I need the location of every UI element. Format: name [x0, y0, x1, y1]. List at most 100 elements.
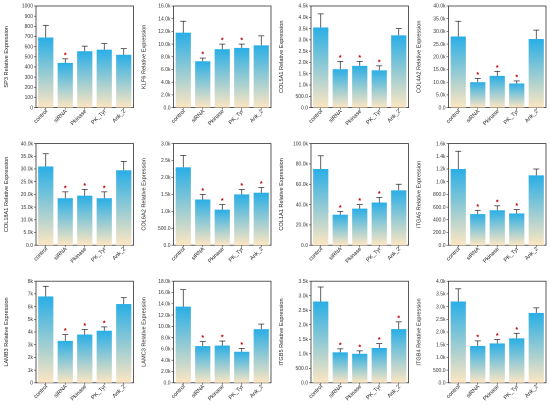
x-tick-label: PK_Tyr: [503, 109, 520, 126]
y-tick-label: 900: [25, 14, 34, 20]
x-tick-label: control: [33, 384, 49, 400]
y-tick-label: 10.0k: [158, 324, 171, 330]
x-tick-label: Pkinase: [207, 109, 225, 127]
x-tick-label: Pkinase: [345, 109, 363, 127]
x-tick-label: Ank_2: [112, 384, 127, 399]
bar-siRNA: [57, 62, 73, 108]
y-tick-label: 3.0k: [161, 141, 171, 147]
chart-panel-6: 0.0 500.0 1.0k 1.5k 2.0k 2.5k 3.0k COL6A2 Relat…: [142, 141, 272, 265]
y-tick-label: 0.0: [164, 105, 171, 111]
x-tick-label: Ank_2: [524, 384, 539, 399]
y-tick-label: 1.0k: [436, 179, 446, 185]
chart-panel-4: 0.0 5.0k 10.0k 15.0k 20.0k 25.0k 30.0k 35.0k 40.…: [417, 4, 547, 127]
x-tick-label: Pkinase: [70, 109, 88, 127]
bar-Ank_2: [253, 45, 269, 108]
x-tick-label: Pkinase: [207, 246, 225, 264]
y-axis-label: LAMC3 Relative Expression: [142, 297, 148, 367]
chart-panel-7: 0.0 20.0k 40.0k 60.0k 80.0k 100.0k COL1A1 Rela…: [279, 141, 409, 265]
significance-star: *: [64, 185, 67, 192]
bar-siRNA: [195, 61, 211, 108]
bar-Pkinase: [77, 51, 93, 108]
y-tick-label: 15.0k: [433, 67, 446, 73]
significance-star: *: [515, 203, 518, 210]
y-tick-label: 800: [25, 24, 34, 30]
x-tick-label: Ank_2: [249, 109, 264, 124]
x-tick-label: Pkinase: [345, 246, 363, 264]
significance-star: *: [358, 344, 361, 351]
chart-panel-8: 0.0 200.0 400.0 600.0 800.0 1.0k 1.2k 1.4k 1.6k I…: [417, 141, 547, 265]
y-tick-label: 25.0k: [21, 179, 34, 185]
chart-panel-3: 0.0 500.0 1.0k 1.5k 2.0k 2.5k 3.0k 3.5k 4.0k 4.5k…: [279, 4, 409, 127]
y-tick-label: 15.0k: [21, 205, 34, 211]
y-axis-label: COL4A2 Relative Expression: [417, 21, 423, 93]
bar-Ank_2: [528, 312, 544, 383]
y-tick-label: 1.0k: [299, 83, 309, 89]
significance-star: *: [201, 188, 204, 195]
bar-PK_Tyr: [96, 49, 112, 108]
significance-star: *: [378, 337, 381, 344]
y-tick-label: 400.0: [433, 218, 446, 224]
significance-star: *: [240, 38, 243, 45]
bar-control: [450, 169, 466, 246]
y-tick-label: 100.0k: [293, 141, 309, 147]
y-tick-label: 1.5k: [161, 192, 171, 198]
y-axis-label: ITGB5 Relative Expression: [279, 298, 285, 365]
y-axis-label: ITGA5 Relative Expression: [417, 161, 423, 228]
y-tick-label: 35.0k: [433, 16, 446, 22]
chart-panel-2: 0.0 2.0k 4.0k 6.0k 8.0k 10.0k 12.0k 14.0k 16.0k K…: [142, 4, 272, 127]
y-tick-label: 8.0k: [161, 335, 171, 341]
chart-panel-9: 0 1k 2k 3k 4k 5k 6k 7k 8k LAMB3 Relative Expressi…: [4, 279, 134, 402]
y-tick-label: 20.0k: [21, 192, 34, 198]
y-tick-label: 14.0k: [158, 16, 171, 22]
bar-Pkinase: [352, 208, 368, 246]
chart-panel-1: 0 100 200 300 400 500 600 700 800 900 1000 SP3 Rela…: [4, 4, 134, 127]
y-tick-label: 1.0k: [436, 355, 446, 361]
y-tick-label: 7k: [28, 292, 34, 298]
chart-panel-11: 0.0 500.0 1.0k 1.5k 2.0k 2.5k 3.0k 3.5k ITGB5 Re…: [279, 279, 409, 402]
significance-star: *: [358, 55, 361, 62]
significance-star: *: [476, 72, 479, 79]
y-tick-label: 2k: [28, 355, 34, 361]
y-tick-label: 1.0k: [299, 351, 309, 357]
x-tick-label: Pkinase: [345, 384, 363, 402]
bar-siRNA: [57, 198, 73, 246]
y-tick-label: 0.0: [439, 105, 446, 111]
bar-Pkinase: [77, 195, 93, 246]
y-tick-label: 16.0k: [158, 290, 171, 296]
bar-control: [175, 167, 191, 246]
significance-star: *: [221, 335, 224, 342]
x-tick-label: siRNA: [328, 246, 344, 262]
y-tick-label: 2.0k: [299, 60, 309, 66]
y-tick-label: 0.0: [164, 381, 171, 387]
y-tick-label: 25.0k: [433, 42, 446, 48]
y-tick-label: 1.2k: [436, 167, 446, 173]
significance-star: *: [496, 199, 499, 206]
y-tick-label: 30.0k: [21, 167, 34, 173]
bar-Pkinase: [352, 65, 368, 108]
significance-star: *: [397, 315, 400, 322]
x-tick-label: Ank_2: [249, 384, 264, 399]
bar-Pkinase: [214, 49, 230, 108]
chart-panel-5: 0.0 5.0k 10.0k 15.0k 20.0k 25.0k 30.0k 35.0k 40.…: [4, 141, 134, 265]
bar-siRNA: [332, 214, 348, 246]
x-tick-label: control: [446, 109, 462, 125]
x-tick-label: control: [171, 246, 187, 262]
y-tick-label: 4.5k: [299, 4, 309, 10]
y-tick-label: 3.5k: [436, 292, 446, 298]
bar-siRNA: [470, 345, 486, 383]
bar-control: [313, 27, 329, 108]
y-tick-label: 800.0: [433, 192, 446, 198]
y-tick-label: 400: [25, 65, 34, 71]
bar-PK_Tyr: [371, 202, 387, 246]
y-tick-label: 2.5k: [436, 317, 446, 323]
x-tick-label: PK_Tyr: [365, 246, 382, 263]
y-tick-label: 0.0: [439, 243, 446, 249]
y-tick-label: 500: [25, 55, 34, 61]
bar-PK_Tyr: [234, 47, 250, 108]
x-tick-label: Ank_2: [524, 246, 539, 261]
bar-PK_Tyr: [234, 194, 250, 246]
y-tick-label: 0.0: [301, 243, 308, 249]
y-tick-label: 300: [25, 75, 34, 81]
y-tick-label: 10.0k: [433, 80, 446, 86]
